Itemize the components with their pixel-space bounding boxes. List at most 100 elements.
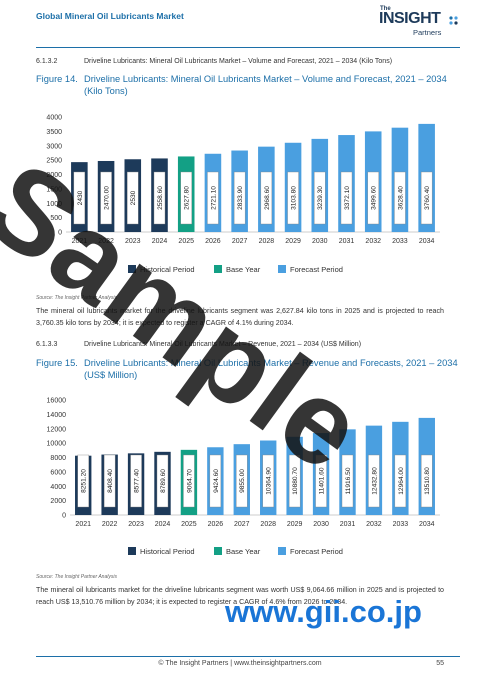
data-label-box [367, 171, 379, 225]
legend-label: Historical Period [140, 547, 195, 556]
x-tick-label: 2021 [72, 238, 88, 245]
x-tick-label: 2033 [392, 238, 408, 245]
data-label-box [340, 171, 353, 225]
figure-label: Figure 14. [36, 74, 78, 84]
data-label: 2721.10 [210, 186, 217, 210]
data-label-box [130, 454, 142, 508]
data-label-box [394, 171, 406, 225]
data-label-box [183, 454, 195, 508]
x-tick-label: 2022 [102, 521, 118, 528]
section-number: 6.1.3.3 [36, 341, 58, 348]
data-label: 3499.60 [371, 186, 378, 210]
logo-dots-icon [449, 16, 458, 25]
x-tick-label: 2023 [128, 521, 144, 528]
x-tick-label: 2023 [125, 238, 141, 245]
logo-the-text: The [380, 6, 391, 12]
data-label-box [236, 454, 248, 508]
x-tick-label: 2026 [208, 521, 224, 528]
data-label-box [156, 454, 169, 508]
data-label-box [341, 454, 354, 508]
y-tick-label: 0 [62, 513, 66, 520]
data-label: 8789.60 [160, 469, 167, 493]
paragraph-revenue: The mineral oil lubricants market for th… [36, 586, 444, 606]
legend-label: Forecast Period [290, 265, 343, 274]
gii-url-watermark: www.gii.co.jp [225, 594, 422, 629]
data-label: 2627.80 [184, 186, 191, 210]
legend-label: Base Year [226, 265, 261, 274]
data-label: 2833.90 [237, 186, 244, 210]
data-label: 9424.60 [213, 469, 220, 493]
source-note: Source: The Insight Partner Analysis [36, 574, 117, 580]
x-tick-label: 2024 [152, 238, 168, 245]
legend-swatch [128, 265, 136, 273]
data-label: 3239.30 [317, 186, 324, 210]
x-tick-label: 2032 [366, 521, 382, 528]
legend-swatch [214, 547, 222, 555]
data-label: 2530 [130, 190, 137, 205]
x-tick-label: 2025 [178, 238, 194, 245]
y-tick-label: 14000 [47, 412, 67, 419]
data-label-box [420, 171, 433, 225]
data-label: 10364.90 [266, 467, 273, 495]
data-label: 2558.60 [157, 186, 164, 210]
section-text: Driveline Lubricants: Mineral Oil Lubric… [84, 58, 393, 65]
volume-bar-chart: 0 500 1000 1500 2000 2500 3000 3500 4000 2430 2021… [46, 115, 440, 274]
data-label-box [73, 171, 86, 225]
section-number: 6.1.3.2 [36, 58, 58, 65]
data-label: 2968.60 [264, 186, 271, 210]
figure-title: Driveline Lubricants: Mineral Oil Lubric… [84, 358, 458, 380]
legend-label: Forecast Period [290, 547, 343, 556]
data-label-box [262, 454, 274, 508]
data-label-box [77, 454, 89, 508]
data-label-box [100, 171, 112, 225]
data-label-box [288, 454, 301, 508]
section-text: Driveline Lubricants: Mineral Oil Lubric… [84, 341, 362, 348]
y-tick-label: 4000 [46, 115, 62, 122]
y-tick-label: 1000 [46, 201, 62, 208]
y-tick-label: 2000 [46, 172, 62, 179]
data-label-box [287, 171, 299, 225]
logo-sub-text: Partners [413, 28, 442, 37]
data-label: 8577.40 [133, 469, 140, 493]
data-label: 12432.80 [371, 467, 378, 495]
y-tick-label: 6000 [50, 469, 66, 476]
y-tick-label: 2000 [50, 498, 66, 505]
data-label: 3760.40 [424, 186, 431, 210]
x-tick-label: 2033 [393, 521, 409, 528]
y-tick-label: 16000 [47, 398, 67, 405]
data-label: 9064.70 [186, 469, 193, 493]
report-title: Global Mineral Oil Lubricants Market [36, 11, 184, 21]
x-tick-label: 2034 [419, 521, 435, 528]
data-label-box [394, 454, 407, 508]
data-label: 11916.50 [345, 467, 352, 494]
y-tick-label: 8000 [50, 455, 66, 462]
data-label-box [260, 171, 273, 225]
figure-title: Driveline Lubricants: Mineral Oil Lubric… [84, 74, 447, 96]
data-label-box [127, 171, 139, 225]
data-label: 12964.00 [398, 467, 405, 495]
chart-revenue: 0 2000 4000 6000 8000 10000 12000 14000 16000 825… [36, 393, 460, 568]
data-label: 3103.80 [290, 186, 297, 210]
data-label-box [368, 454, 380, 508]
revenue-bar-chart: 0 2000 4000 6000 8000 10000 12000 14000 16000 825… [47, 398, 440, 556]
x-tick-label: 2031 [340, 521, 356, 528]
y-tick-label: 0 [58, 230, 62, 237]
x-tick-label: 2021 [75, 521, 91, 528]
x-tick-label: 2032 [365, 238, 381, 245]
data-label: 13510.80 [424, 467, 431, 495]
data-label-box [421, 454, 433, 508]
x-tick-label: 2026 [205, 238, 221, 245]
page-number: 55 [436, 660, 444, 667]
data-label: 9855.00 [239, 469, 246, 493]
y-tick-label: 2500 [46, 158, 62, 165]
x-tick-label: 2022 [98, 238, 114, 245]
legend-swatch [128, 547, 136, 555]
data-label: 3372.10 [344, 186, 351, 210]
legend-swatch [278, 265, 286, 273]
data-label-box [314, 171, 326, 225]
figure-label: Figure 15. [36, 358, 78, 368]
legend-swatch [278, 547, 286, 555]
data-label: 2430 [77, 190, 84, 205]
x-tick-label: 2027 [232, 238, 248, 245]
data-label: 2470.00 [103, 186, 110, 210]
